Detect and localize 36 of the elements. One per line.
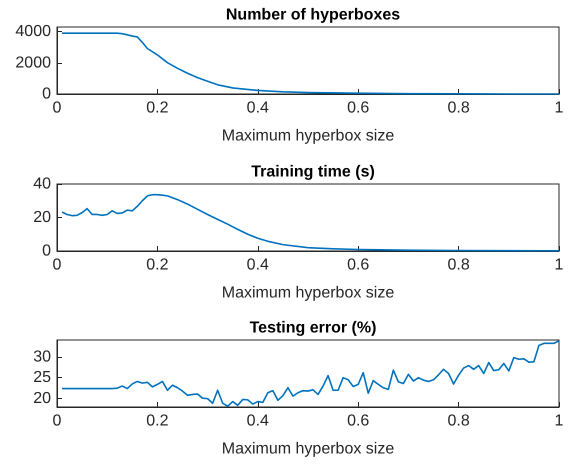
y-tick-label: 20 bbox=[33, 209, 52, 226]
x-tick-label: 0.8 bbox=[447, 412, 470, 430]
chart-title: Testing error (%) bbox=[250, 320, 376, 336]
x-tick-label: 1 bbox=[554, 412, 564, 430]
y-tick-label: 2000 bbox=[15, 54, 52, 72]
x-tick-label: 0.4 bbox=[246, 100, 270, 116]
y-tick-label: 40 bbox=[33, 176, 52, 192]
chart-title: Number of hyperboxes bbox=[226, 6, 400, 24]
x-tick-label: 0.6 bbox=[347, 256, 370, 274]
x-tick-label: 1 bbox=[554, 256, 564, 274]
x-tick-label: 0.4 bbox=[246, 256, 270, 274]
x-tick-label: 0.2 bbox=[146, 100, 169, 116]
y-tick-label: 0 bbox=[42, 86, 52, 102]
y-tick-label: 0 bbox=[42, 242, 52, 260]
y-tick-label: 20 bbox=[33, 390, 52, 408]
x-axis-title: Maximum hyperbox size bbox=[222, 128, 394, 144]
x-tick-label: 0.6 bbox=[347, 100, 370, 116]
y-tick-label: 25 bbox=[33, 369, 52, 386]
line-series bbox=[61, 194, 560, 252]
x-tick-label: 0.6 bbox=[347, 412, 370, 430]
x-tick-label: 0.8 bbox=[447, 256, 470, 274]
x-tick-label: 0 bbox=[52, 412, 62, 430]
x-axis-title: Maximum hyperbox size bbox=[222, 440, 394, 458]
y-tick-label: 30 bbox=[33, 348, 52, 366]
x-tick-label: 0.4 bbox=[246, 412, 270, 430]
x-tick-label: 0.2 bbox=[146, 412, 169, 430]
x-tick-label: 0.8 bbox=[447, 100, 470, 116]
line-series bbox=[61, 32, 560, 95]
x-axis-title: Maximum hyperbox size bbox=[222, 284, 394, 302]
x-tick-label: 0.2 bbox=[146, 256, 169, 274]
x-tick-label: 1 bbox=[554, 100, 564, 116]
chart-title: Training time (s) bbox=[251, 164, 375, 180]
x-tick-label: 0 bbox=[52, 100, 62, 116]
x-tick-label: 0 bbox=[52, 256, 62, 274]
line-series bbox=[61, 340, 560, 407]
y-tick-label: 4000 bbox=[15, 23, 52, 40]
